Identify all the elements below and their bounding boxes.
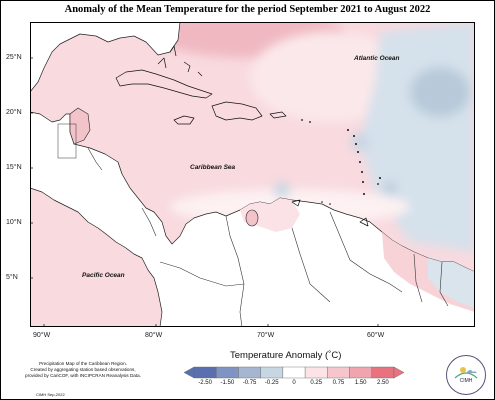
lon-label-70: 70°W: [257, 332, 275, 339]
credit-line-2: Created by aggregating station based obs…: [30, 367, 136, 372]
anomaly-map: [30, 22, 475, 327]
caribbean-sea-label: Caribbean Sea: [190, 164, 236, 171]
lake-maracaibo: [245, 209, 259, 227]
lat-label-20: 20°N: [6, 109, 22, 116]
border-suriname-guiana: [439, 261, 449, 307]
logo-text: CIMH: [459, 378, 473, 384]
map-border: [30, 22, 475, 327]
lat-label-5: 5°N: [6, 274, 18, 281]
cool-spot-east: [384, 182, 396, 194]
cuba: [115, 69, 213, 99]
lat-label-15: 15°N: [6, 164, 22, 171]
legend-label: -0.25: [264, 380, 279, 386]
border-nicaragua: [117, 161, 123, 175]
bahamas-3: [183, 61, 191, 73]
legend-swatch: [193, 366, 217, 379]
border-panama: [141, 207, 157, 237]
puerto-rico: [269, 111, 287, 119]
legend-swatch: [349, 366, 372, 379]
lat-label-25: 25°N: [6, 54, 22, 61]
legend-label: -2.50: [198, 380, 212, 386]
cool-spot-lesser-antilles: [351, 133, 369, 151]
border-colombia-south: [159, 261, 245, 287]
legend-label: 0: [292, 380, 296, 386]
pacific-ocean-label: Pacific Ocean: [82, 272, 125, 279]
credit-date: CIMH Sep-2022: [36, 392, 65, 397]
legend-label: 0.25: [310, 380, 323, 386]
credit-line-1: Precipitation Map of the Caribbean Regio…: [39, 361, 127, 366]
legend-min-arrow: [184, 366, 195, 379]
trinidad: [359, 217, 369, 227]
legend-swatch: [238, 366, 261, 379]
jamaica: [173, 115, 195, 125]
lat-label-10: 10°N: [6, 219, 22, 226]
logo-emblem: [454, 367, 478, 379]
border-guyana-suriname: [413, 253, 423, 303]
legend-max-arrow: [393, 366, 404, 379]
legend-swatch: [327, 366, 350, 379]
legend-swatch: [260, 366, 284, 379]
legend-swatch: [282, 366, 306, 379]
cool-anomaly-strong: [410, 67, 470, 117]
lon-label-90: 90°W: [33, 332, 51, 339]
lon-label-80: 80°W: [145, 332, 163, 339]
bahamas-2: [169, 45, 177, 57]
legend-swatch: [304, 366, 328, 379]
legend-label: 1.50: [354, 380, 367, 386]
hispaniola: [211, 101, 263, 121]
cool-spot-curacao: [274, 182, 290, 198]
aruba-curacao: [291, 199, 301, 207]
guianas-cool: [428, 258, 475, 308]
credit-line-3: provided by CariCOF, with INCIPCRAN Rean…: [25, 373, 141, 378]
legend-swatch: [216, 366, 239, 379]
legend-label: -1.50: [220, 380, 235, 386]
legend-label: -0.75: [242, 380, 257, 386]
map-credit: Precipitation Map of the Caribbean Regio…: [8, 361, 158, 379]
neutral-anomaly-atlantic: [250, 32, 410, 122]
legend-title: Temperature Anomaly (˚C): [230, 350, 342, 361]
map-title: Anomaly of the Mean Temperature for the …: [64, 4, 431, 15]
border-colombia-venezuela: [225, 215, 245, 327]
lon-ticks: [43, 324, 379, 327]
belize-box: [57, 123, 77, 159]
bahamas-1: [157, 57, 167, 69]
cimh-logo: CIMH: [446, 355, 486, 395]
yucatan-land: [69, 107, 91, 145]
lat-ticks: [30, 57, 33, 279]
lesser-antilles: [301, 119, 381, 205]
legend-swatch: [371, 366, 395, 379]
bahamas-4: [197, 71, 203, 77]
border-interior: [291, 227, 331, 303]
border-venezuela-guyana: [329, 211, 403, 293]
border-honduras: [87, 147, 103, 171]
legend-label: 2.50: [377, 380, 389, 386]
legend-label: 0.75: [332, 380, 345, 386]
legend-colorbar: [184, 366, 404, 379]
atlantic-ocean-label: Atlantic Ocean: [354, 55, 400, 62]
lon-label-60: 60°W: [367, 332, 385, 339]
